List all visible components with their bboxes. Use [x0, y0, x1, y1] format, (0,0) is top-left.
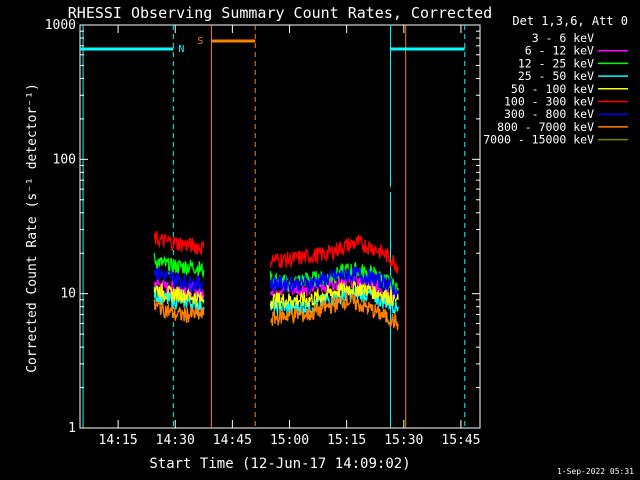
legend-label-1: 6 - 12 keV: [525, 44, 594, 58]
series-line-0-0: [153, 148, 205, 188]
legend-label-8: 7000 - 15000 keV: [483, 133, 594, 147]
series-line-0-1: [270, 181, 399, 193]
series-line-5-1: [269, 234, 399, 274]
series-line-6-1: [269, 266, 399, 300]
footer-timestamp: 1-Sep-2022 05:31: [557, 467, 634, 476]
y-axis-label: Corrected Count Rate (s⁻¹ detector⁻¹): [25, 83, 40, 373]
y-tick-label-2: 100: [53, 152, 76, 167]
x-tick-label-0: 14:15: [99, 433, 138, 448]
event-bars: NS: [80, 36, 465, 55]
y-tick-label-1: 10: [60, 287, 76, 302]
x-tick-label-6: 15:45: [441, 433, 480, 448]
y-tick-label-0: 1: [68, 421, 76, 436]
legend-title: Det 1,3,6, Att 0: [512, 14, 628, 28]
y-tick-label-3: 1000: [45, 18, 76, 33]
night-marker-label: N: [178, 44, 184, 55]
series-lines: [153, 148, 399, 331]
x-tick-label-4: 15:15: [327, 433, 366, 448]
legend-label-7: 800 - 7000 keV: [497, 120, 594, 134]
series-line-5-0: [153, 230, 205, 255]
saa-marker-label: S: [197, 36, 203, 47]
x-tick-label-5: 15:30: [384, 433, 423, 448]
x-tick-label-3: 15:00: [270, 433, 309, 448]
series-line-4-0: [153, 281, 205, 307]
axis-ticks: 14:15 14:30 14:45 15:00 15:15 15:30 15:45 1 10 10…: [45, 18, 481, 448]
x-tick-label-2: 14:45: [213, 433, 252, 448]
series-line-6-0: [153, 266, 205, 294]
legend-label-2: 12 - 25 keV: [518, 56, 594, 70]
legend-label-6: 300 - 800 keV: [504, 107, 594, 121]
x-axis-label: Start Time (12-Jun-17 14:09:02): [149, 456, 410, 472]
legend-label-0: 3 - 6 keV: [532, 31, 594, 45]
series-line-2-0: [153, 252, 205, 279]
chart-title: RHESSI Observing Summary Count Rates, Co…: [68, 4, 492, 22]
legend-label-3: 25 - 50 keV: [518, 69, 594, 83]
legend-label-4: 50 - 100 keV: [511, 82, 594, 96]
series-line-7-0: [153, 299, 205, 324]
legend-label-5: 100 - 300 keV: [504, 95, 594, 109]
series-line-3-1: [269, 286, 399, 316]
event-lines: [82, 25, 466, 428]
x-tick-label-1: 14:30: [156, 433, 195, 448]
plot-frame: [79, 24, 481, 429]
series-line-7-1: [270, 292, 399, 331]
plot-border: [79, 24, 481, 429]
series-line-4-1: [269, 280, 399, 310]
